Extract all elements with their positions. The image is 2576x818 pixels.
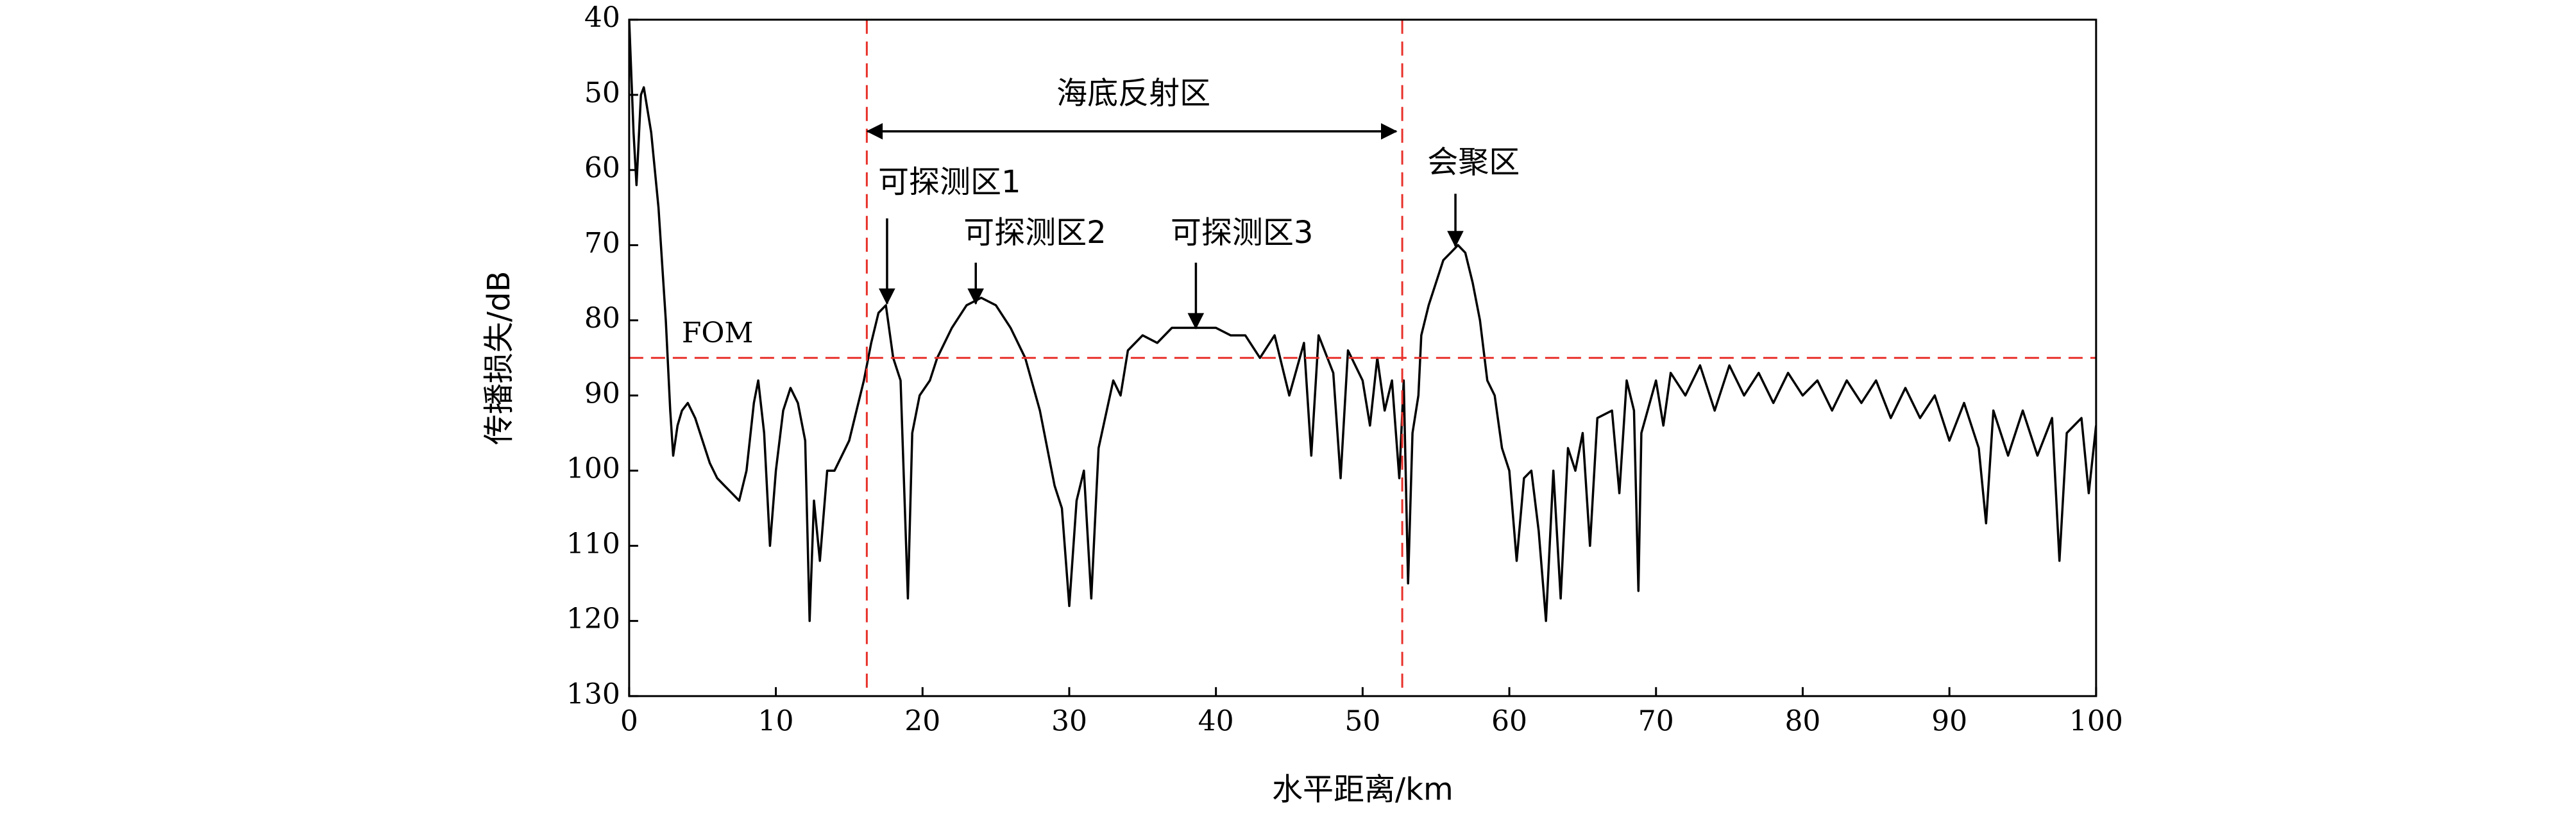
x-tick-label: 80 bbox=[1784, 705, 1820, 737]
annotation: 会聚区 bbox=[1427, 144, 1520, 180]
x-tick-label: 90 bbox=[1931, 705, 1967, 737]
x-tick-label: 70 bbox=[1638, 705, 1674, 737]
x-tick-label: 0 bbox=[620, 705, 638, 737]
annotation: 可探测区1 bbox=[878, 164, 1021, 200]
y-tick-label: 110 bbox=[566, 528, 620, 560]
y-tick-label: 70 bbox=[584, 227, 620, 260]
x-tick-label: 100 bbox=[2069, 705, 2123, 737]
x-tick-label: 60 bbox=[1491, 705, 1527, 737]
y-tick-label: 40 bbox=[584, 1, 620, 34]
x-tick-label: 10 bbox=[758, 705, 794, 737]
annotation: 可探测区3 bbox=[1171, 215, 1314, 251]
annotation: 可探测区2 bbox=[963, 215, 1106, 251]
y-tick-label: 50 bbox=[584, 76, 620, 109]
y-tick-label: 60 bbox=[584, 152, 620, 185]
y-tick-label: 90 bbox=[584, 377, 620, 410]
x-tick-label: 40 bbox=[1198, 705, 1234, 737]
y-tick-label: 100 bbox=[566, 453, 620, 485]
y-axis-label: 传播损失/dB bbox=[481, 271, 517, 446]
annotation: 海底反射区 bbox=[1056, 76, 1210, 112]
y-tick-label: 120 bbox=[566, 603, 620, 635]
x-tick-label: 30 bbox=[1051, 705, 1087, 737]
x-tick-label: 20 bbox=[904, 705, 940, 737]
reference-label: FOM bbox=[682, 317, 754, 349]
y-tick-label: 80 bbox=[584, 302, 620, 335]
line-series bbox=[629, 19, 2096, 622]
x-axis-label: 水平距离/km bbox=[1272, 771, 1453, 807]
plot-frame bbox=[628, 19, 2097, 697]
x-tick-label: 50 bbox=[1344, 705, 1380, 737]
y-tick-label: 130 bbox=[566, 678, 620, 710]
